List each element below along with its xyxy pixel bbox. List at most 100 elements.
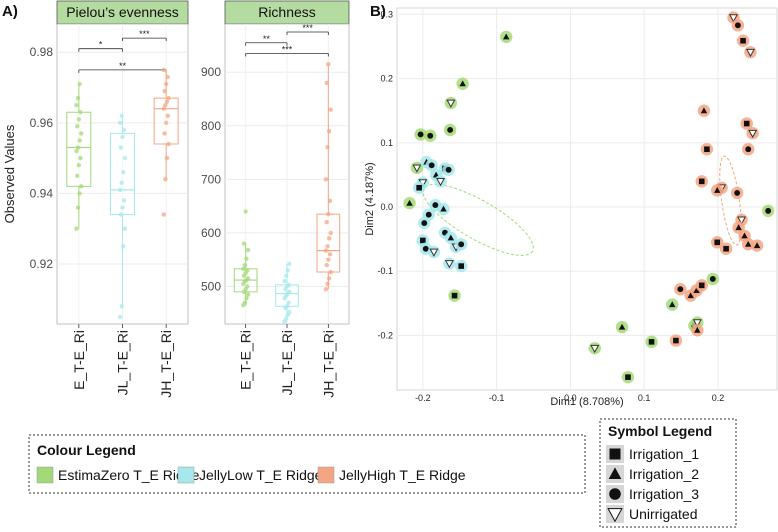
colour-swatch (317, 466, 335, 484)
pielou-y-ticks: 0.92 0.94 0.96 0.98 (30, 45, 54, 271)
colour-legend-label: JellyLow T_E Ridge (199, 467, 323, 483)
pcoa-point (418, 216, 431, 230)
y-tick-label: 0.98 (30, 45, 54, 59)
pcoa-point (674, 283, 687, 296)
colour-legend-title: Colour Legend (37, 442, 136, 458)
y-tick-label: 0.2 (380, 74, 393, 84)
significance-label: ** (263, 34, 271, 44)
pcoa-point (615, 320, 629, 334)
colour-swatch (177, 466, 195, 484)
pcoa-point (444, 231, 458, 245)
y-tick-label: 0.92 (30, 257, 54, 271)
y-tick-label: 600 (201, 226, 221, 240)
significance-label: *** (302, 23, 313, 33)
pcoa-point (410, 161, 424, 175)
pcoa-point (454, 238, 468, 251)
data-point (323, 248, 329, 253)
data-point (162, 131, 167, 136)
data-point (75, 95, 81, 101)
colour-legend-item: EstimaZero T_E Ridge (36, 466, 200, 484)
x-tick-label: E_T-E_Ri (238, 330, 254, 390)
data-point (323, 286, 329, 292)
pcoa-plot-area (396, 7, 778, 391)
data-point (244, 256, 249, 261)
data-point (119, 180, 124, 186)
data-point (324, 262, 329, 268)
pcoa-point (414, 128, 427, 141)
data-point (120, 134, 125, 140)
data-point (166, 95, 171, 101)
significance-label: *** (139, 29, 150, 39)
data-point (326, 257, 331, 262)
data-point (121, 127, 127, 133)
data-point (122, 155, 128, 161)
y-axis-title: Observed Values (2, 124, 17, 223)
data-point (161, 67, 166, 73)
symbol-legend-label: Irrigation_1 (629, 446, 699, 462)
pcoa-point (711, 184, 724, 197)
y-tick-label: 800 (201, 119, 221, 133)
y-tick-label: 900 (201, 65, 221, 79)
data-point (75, 173, 80, 178)
data-point (78, 155, 83, 161)
pcoa-point (730, 186, 744, 200)
data-point (121, 170, 126, 175)
pcoa-point (742, 143, 755, 156)
data-point (77, 191, 82, 196)
data-point (161, 212, 166, 217)
y-tick-label: 0.0 (380, 202, 393, 212)
symbol-legend-item: Irrigation_2 (606, 465, 699, 483)
symbol-key-shape (609, 488, 621, 500)
x-tick-label: JH_T-E_Ri (320, 330, 336, 398)
pcoa-grid (397, 8, 777, 390)
data-point (287, 261, 292, 267)
data-point (284, 273, 289, 278)
pcoa-x-ticks: -0.2 -0.1 0.0 0.1 0.2 (415, 393, 724, 403)
pcoa-point (454, 259, 468, 273)
symbol-key-shape (607, 508, 623, 523)
data-point (327, 252, 333, 257)
colour-legend: Colour Legend EstimaZero T_E Ridge JellyL… (28, 434, 586, 494)
data-point (287, 310, 292, 315)
data-point (286, 282, 291, 288)
data-point (284, 316, 289, 321)
x-tick-label: 0.0 (564, 393, 577, 403)
pcoa-point (442, 163, 455, 176)
data-point (161, 106, 166, 111)
data-point (166, 141, 171, 147)
data-point (325, 244, 330, 249)
pielou-points (74, 67, 171, 320)
data-point (75, 205, 81, 210)
data-point (284, 304, 290, 309)
data-point (326, 61, 331, 67)
data-point (77, 138, 82, 143)
y-tick-label: 0.3 (380, 9, 393, 19)
pcoa-y-axis-title: Dim2 (4.187%) (364, 162, 376, 235)
significance-label: *** (282, 44, 293, 54)
data-point (327, 198, 333, 203)
data-point (79, 131, 84, 136)
pcoa-point (424, 129, 437, 142)
data-point (285, 268, 290, 273)
data-point (77, 81, 82, 87)
richness-brackets: ******** (245, 23, 329, 57)
pcoa-point (761, 204, 775, 218)
data-point (241, 241, 247, 246)
pcoa-point (500, 30, 513, 44)
data-point (162, 88, 167, 94)
pcoa-point (750, 239, 764, 252)
pcoa-point (706, 272, 720, 286)
data-point (326, 211, 331, 217)
symbol-legend-title: Symbol Legend (608, 423, 712, 439)
pcoa-point (746, 126, 759, 140)
panel-a-label: A) (2, 3, 18, 20)
y-tick-label: 0.94 (30, 186, 54, 200)
pcoa-x-axis-title: Dim1 (8.708%) (550, 396, 623, 408)
data-point (328, 230, 333, 236)
pielou-brackets: ****** (78, 29, 167, 73)
pcoa-point (427, 245, 441, 259)
symbol-legend: Symbol Legend Irrigation_1 Irrigation_2 Ir… (599, 418, 737, 528)
data-point (245, 276, 251, 281)
symbol-key-shape (608, 467, 622, 479)
